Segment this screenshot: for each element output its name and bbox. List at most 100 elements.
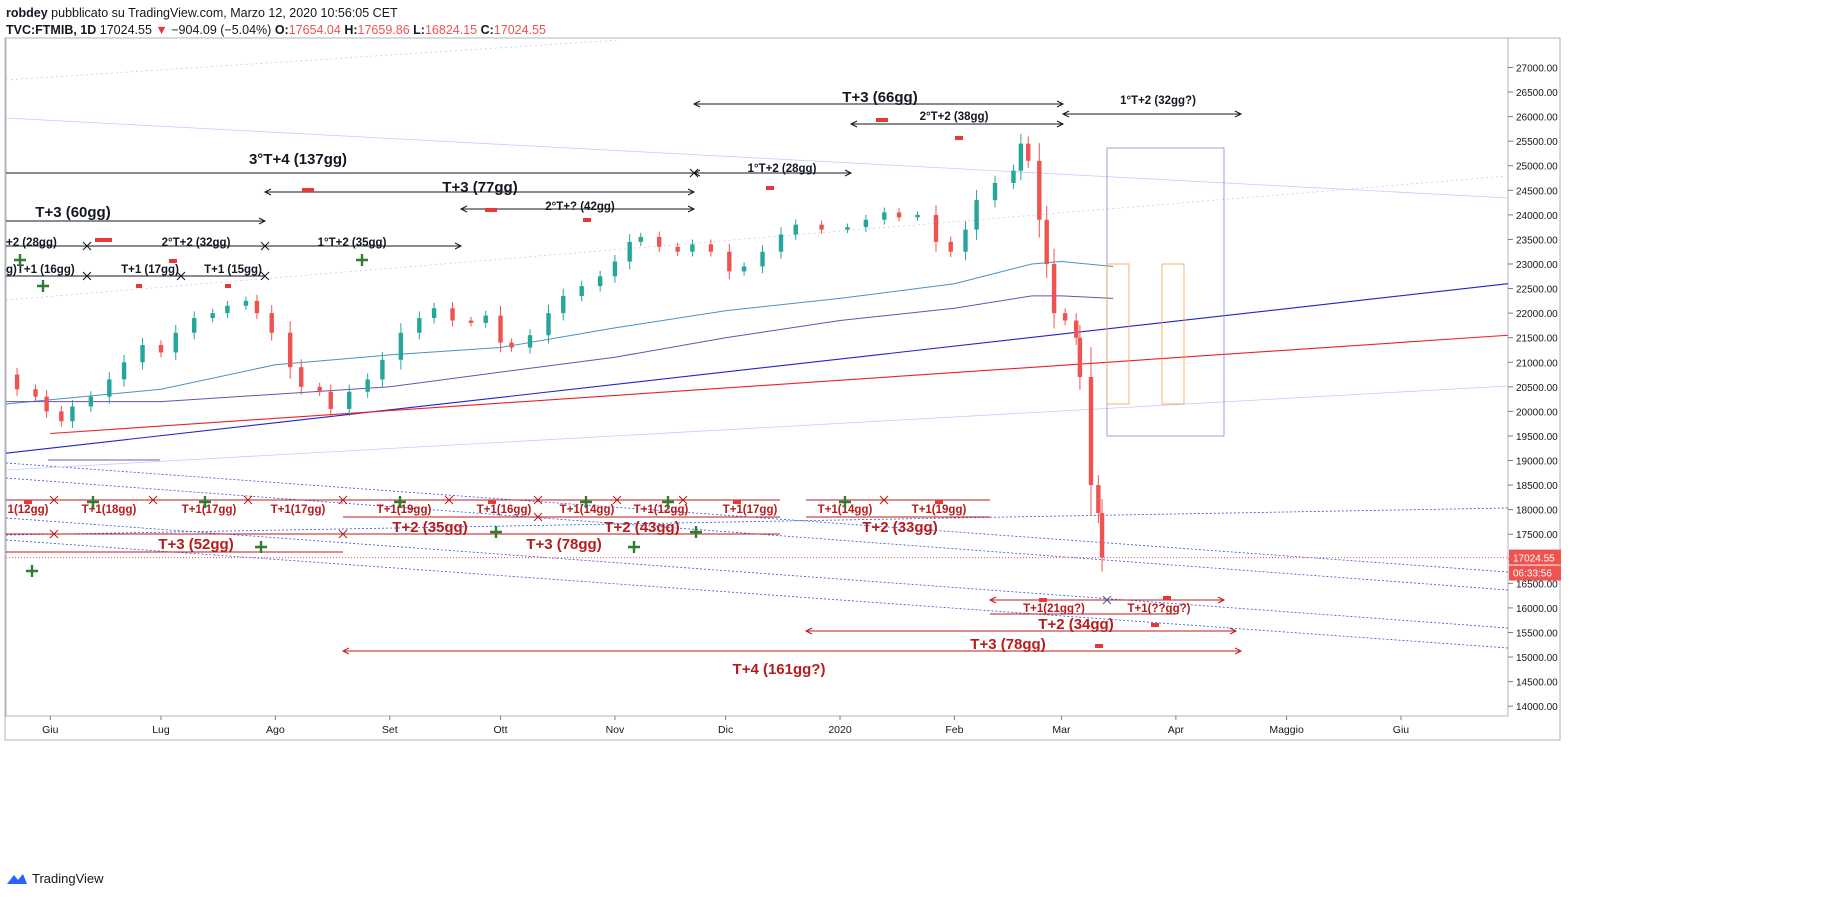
x-mark-icon xyxy=(49,529,59,539)
candle-body xyxy=(933,214,939,242)
candle-body xyxy=(254,300,260,314)
candle-body xyxy=(380,359,385,380)
red-cycle-label: 1(12gg) xyxy=(8,504,49,516)
cycle-label: 1°T+2 (28gg) xyxy=(748,163,817,175)
projection-box xyxy=(1106,147,1225,437)
minus-icon xyxy=(733,500,741,504)
candle-body xyxy=(365,379,370,392)
plus-icon xyxy=(356,254,368,266)
y-tick-label: 15000.00 xyxy=(1516,653,1558,664)
candle-body xyxy=(210,313,215,319)
future-arrow-arrowhead xyxy=(988,596,997,604)
red-cycle-label: T+1(17gg) xyxy=(182,504,237,516)
open-label: O: xyxy=(274,23,289,37)
candle-body xyxy=(1062,313,1068,321)
candle-body xyxy=(431,308,437,319)
plot-frame xyxy=(5,37,1509,717)
candle-body xyxy=(882,212,887,220)
candle-body xyxy=(225,305,230,314)
candle-body xyxy=(741,266,747,272)
x-mark-icon xyxy=(338,495,348,505)
cycle-arrow-arrowhead xyxy=(263,188,272,196)
x-mark-icon xyxy=(176,271,186,281)
minus-icon xyxy=(955,136,963,140)
x-mark-icon xyxy=(260,271,270,281)
y-tick-label: 21000.00 xyxy=(1516,358,1558,369)
y-tick-label: 20000.00 xyxy=(1516,407,1558,418)
orange-box xyxy=(1106,263,1130,405)
red-cycle-label: T+1(17gg) xyxy=(723,504,778,516)
ohlc-line: TVC:FTMIB, 1D 17024.55 ▼ −904.09 (−5.04%… xyxy=(6,22,546,39)
cycle-arrow-arrowhead xyxy=(1061,110,1070,118)
cycle-label: 2°T+? (42gg) xyxy=(545,201,615,213)
candle-body xyxy=(192,318,197,333)
plus-icon xyxy=(199,496,211,508)
red-cycle-label: T+1(12gg) xyxy=(634,504,689,516)
y-tick-label: 19500.00 xyxy=(1516,432,1558,443)
candle-body xyxy=(760,251,765,267)
x-mark-icon xyxy=(82,241,92,251)
plus-icon xyxy=(580,496,592,508)
x-mark-icon xyxy=(148,495,158,505)
x-tick-label: Ott xyxy=(494,724,508,736)
candle-body xyxy=(1074,320,1079,338)
brand-name[interactable]: TradingView xyxy=(32,871,104,886)
plus-icon xyxy=(628,541,640,553)
candle-body xyxy=(1088,377,1094,486)
minus-icon xyxy=(225,284,231,288)
symbol-label: TVC:FTMIB, 1D xyxy=(6,23,97,37)
candle-body xyxy=(44,396,49,412)
open-value: 17654.04 xyxy=(288,23,341,37)
x-mark-icon xyxy=(243,495,253,505)
future-label: T+2 (34gg) xyxy=(1038,616,1113,633)
moving-average-line xyxy=(5,260,1114,405)
last-price: 17024.55 xyxy=(99,23,152,37)
price-change: −904.09 (−5.04%) xyxy=(171,23,272,37)
red-cycle-label: T+1(17gg) xyxy=(271,504,326,516)
red-cycle-label: T+1(14gg) xyxy=(818,504,873,516)
cycle-label: 2°T+2 (38gg) xyxy=(920,111,989,123)
minus-icon xyxy=(169,259,177,263)
future-label: T+1(??gg?) xyxy=(1128,603,1191,615)
x-mark-icon xyxy=(444,495,454,505)
future-arrow-arrowhead xyxy=(1217,596,1226,604)
y-tick-label: 23000.00 xyxy=(1516,260,1558,271)
y-tick-label: 27000.00 xyxy=(1516,63,1558,74)
high-label: H: xyxy=(344,23,358,37)
plus-icon xyxy=(255,541,267,553)
author-name[interactable]: robdey xyxy=(6,6,48,20)
future-label: T+4 (161gg?) xyxy=(733,661,826,678)
candle-body xyxy=(675,246,680,252)
candle-body xyxy=(1011,170,1016,183)
x-tick-label: Maggio xyxy=(1269,724,1304,736)
low-value: 16824.15 xyxy=(424,23,478,37)
future-arrow-arrowhead xyxy=(1234,647,1243,655)
candle-body xyxy=(638,236,643,242)
channel-line xyxy=(5,39,621,81)
red-cycle-label: T+3 (78gg) xyxy=(526,536,601,553)
x-mark-icon xyxy=(533,495,543,505)
candle-body xyxy=(708,244,714,252)
y-tick-label: 22000.00 xyxy=(1516,309,1558,320)
candle-body xyxy=(1044,219,1049,264)
channel-line xyxy=(5,175,1509,301)
candle-body xyxy=(863,219,869,228)
cycle-arrow-arrowhead xyxy=(692,100,701,108)
candle-body xyxy=(1099,513,1105,558)
channel-line xyxy=(5,385,1509,471)
candle-body xyxy=(450,308,455,321)
published-info: pubblicato su TradingView.com, Marzo 12,… xyxy=(51,6,398,20)
price-tag xyxy=(1509,549,1561,565)
candle-body xyxy=(948,241,953,252)
candle-body xyxy=(14,374,20,390)
y-tick-label: 24000.00 xyxy=(1516,211,1558,222)
minus-icon xyxy=(1151,623,1159,627)
x-mark-icon xyxy=(689,168,699,178)
x-mark-icon xyxy=(879,495,889,505)
x-tick-label: Nov xyxy=(606,724,625,736)
minus-icon xyxy=(485,208,497,212)
candle-body xyxy=(158,345,164,353)
y-tick-label: 25000.00 xyxy=(1516,162,1558,173)
minus-icon xyxy=(1163,596,1171,600)
